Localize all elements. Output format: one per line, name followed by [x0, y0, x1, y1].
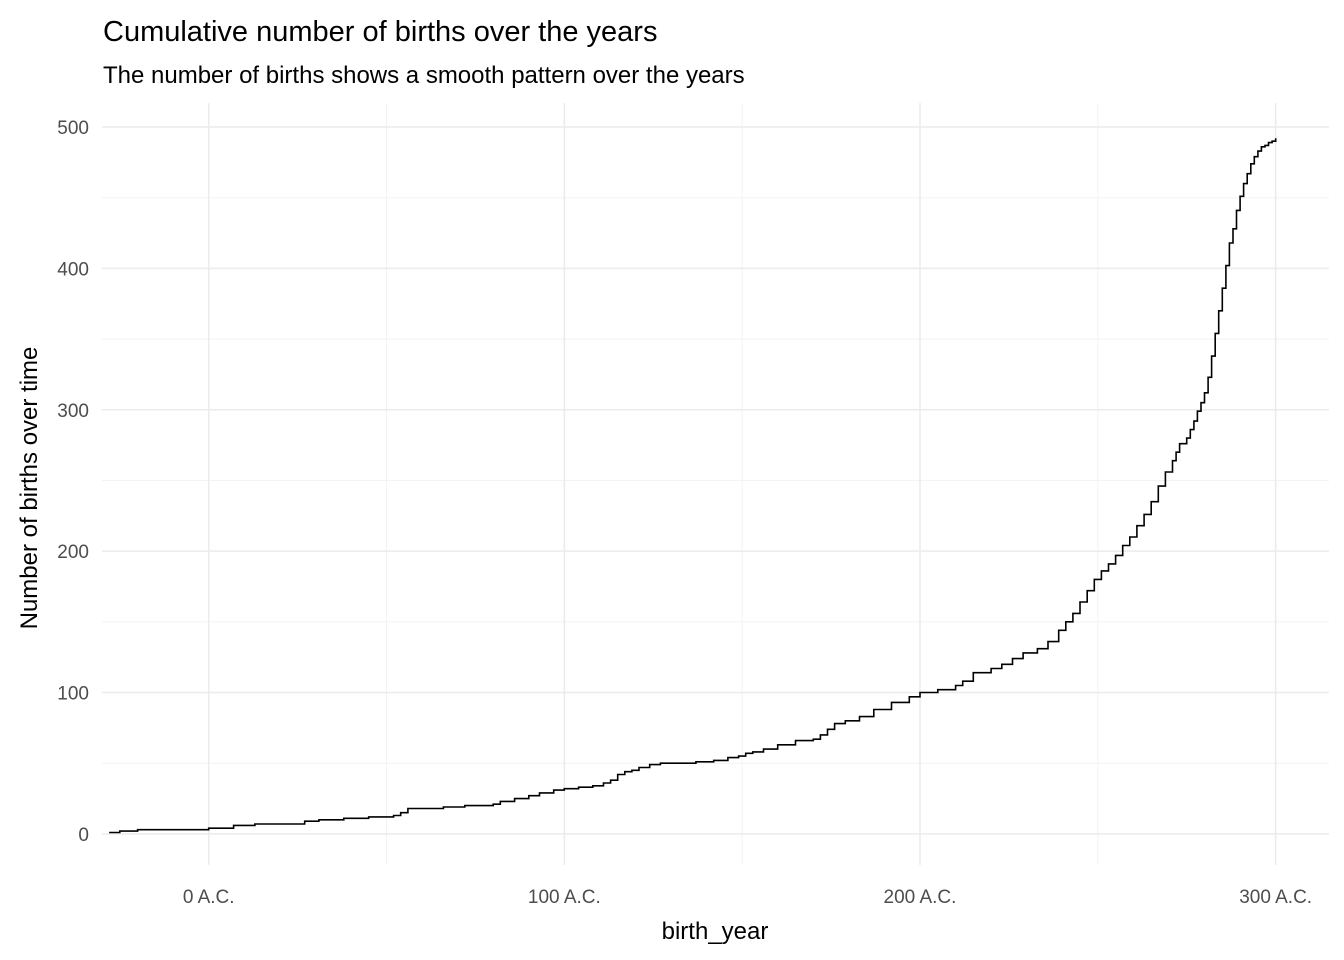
y-axis-ticks: 0 100 200 300 400 500	[57, 118, 89, 846]
x-axis-ticks: 0 A.C. 100 A.C. 200 A.C. 300 A.C.	[183, 887, 1312, 908]
y-tick-label: 300	[57, 401, 89, 422]
y-tick-label: 400	[57, 259, 89, 280]
x-tick-label: 200 A.C.	[884, 887, 957, 908]
y-tick-label: 0	[78, 825, 89, 846]
y-tick-label: 500	[57, 118, 89, 139]
chart-subtitle: The number of births shows a smooth patt…	[103, 62, 745, 89]
x-tick-label: 0 A.C.	[183, 887, 235, 908]
y-tick-label: 200	[57, 542, 89, 563]
plot-series	[109, 138, 1277, 834]
cumulative-births-line	[109, 138, 1277, 834]
chart-title: Cumulative number of births over the yea…	[103, 16, 657, 48]
x-axis-title: birth_year	[662, 918, 769, 945]
y-tick-label: 100	[57, 684, 89, 705]
x-tick-label: 300 A.C.	[1239, 887, 1312, 908]
x-tick-label: 100 A.C.	[528, 887, 601, 908]
y-axis-title: Number of births over time	[16, 347, 43, 630]
plot-grid	[102, 103, 1329, 865]
